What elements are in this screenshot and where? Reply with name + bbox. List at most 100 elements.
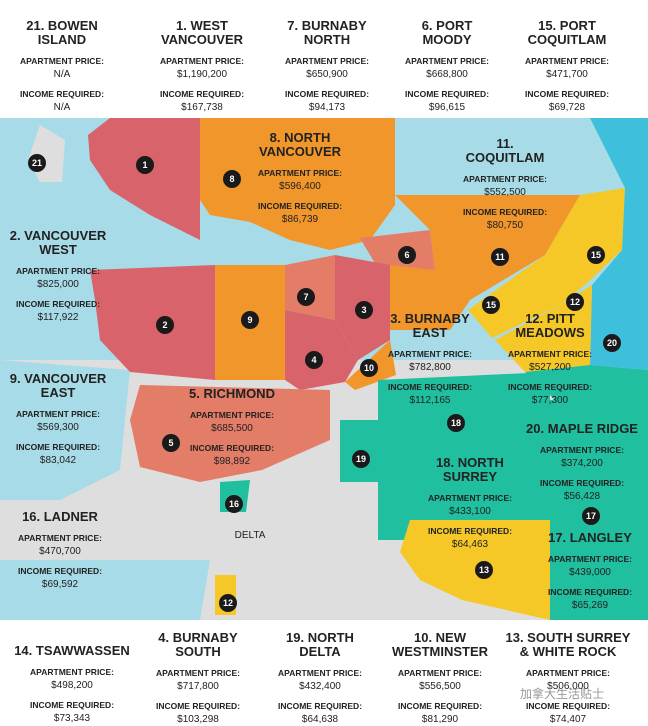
income-required: $74,407 [550,714,587,725]
marker-number: 2 [162,320,167,330]
region-title: EAST [413,325,448,340]
income-required: $77,300 [532,395,569,406]
apartment-price: $433,100 [449,506,491,517]
price-label: APARTMENT PRICE: [285,56,369,66]
marker-number: 20 [607,338,617,348]
income-required: $64,463 [452,539,489,550]
income-label: INCOME REQUIRED: [258,201,342,211]
apartment-price: $569,300 [37,422,79,433]
income-required: $80,750 [487,220,524,231]
marker [475,561,493,579]
marker [482,296,500,314]
income-label: INCOME REQUIRED: [30,700,114,710]
income-required: $69,728 [549,102,586,113]
marker [241,311,259,329]
income-label: INCOME REQUIRED: [405,89,489,99]
marker-number: 18 [451,418,461,428]
income-required: $81,290 [422,714,459,725]
marker-number: 16 [229,499,239,509]
vancouver-west [90,265,215,380]
apartment-price: $552,500 [484,187,526,198]
region-title: EAST [41,385,76,400]
income-label: INCOME REQUIRED: [20,89,104,99]
water [0,360,130,500]
income-label: INCOME REQUIRED: [278,701,362,711]
pitt-lake [590,118,648,370]
region-title: COQUITLAM [528,32,607,47]
price-label: APARTMENT PRICE: [258,168,342,178]
price-label: APARTMENT PRICE: [16,409,100,419]
region-title: 10. NEW [414,630,467,645]
marker-number: 4 [311,355,316,365]
income-required: $112,165 [410,395,451,406]
marker [136,156,154,174]
price-label: APARTMENT PRICE: [20,56,104,66]
marker [447,414,465,432]
income-label: INCOME REQUIRED: [16,442,100,452]
marker-number: 19 [356,454,366,464]
apartment-price: $556,500 [419,681,461,692]
price-label: APARTMENT PRICE: [428,493,512,503]
region-title: 5. RICHMOND [189,386,275,401]
price-label: APARTMENT PRICE: [526,668,610,678]
income-label: INCOME REQUIRED: [398,701,482,711]
price-label: APARTMENT PRICE: [156,668,240,678]
apartment-price: $470,700 [39,546,81,557]
apartment-price: $717,800 [177,681,219,692]
income-required: N/A [54,102,71,113]
income-required: $167,738 [181,102,223,113]
water [0,560,210,620]
marker-number: 21 [32,158,42,168]
income-label: INCOME REQUIRED: [548,587,632,597]
apartment-price: $439,000 [569,567,611,578]
marker-number: 3 [361,305,366,315]
watermark: 加拿大生活贴士 [520,686,604,701]
region-title: COQUITLAM [466,150,545,165]
price-label: APARTMENT PRICE: [548,554,632,564]
marker [305,351,323,369]
income-required: $98,892 [214,456,251,467]
marker [225,495,243,513]
region-title: 9. VANCOUVER [10,371,107,386]
north-vancouver [200,118,395,250]
income-required: $73,343 [54,713,91,724]
income-label: INCOME REQUIRED: [190,443,274,453]
marker [355,301,373,319]
marker-number: 7 [303,292,308,302]
income-required: $94,173 [309,102,346,113]
price-label: APARTMENT PRICE: [508,349,592,359]
north-surrey [378,372,550,540]
income-label: INCOME REQUIRED: [156,701,240,711]
region-title: VANCOUVER [259,144,342,159]
region-title: 13. SOUTH SURREY [506,630,631,645]
richmond [130,385,330,482]
income-required: $56,428 [564,491,601,502]
langley [550,400,612,620]
apartment-price: $498,200 [51,680,93,691]
burnaby-north [285,255,335,320]
region-title: 2. VANCOUVER [10,228,107,243]
marker-number: 11 [495,252,505,262]
income-label: INCOME REQUIRED: [463,207,547,217]
region-title: SURREY [443,469,498,484]
region-title: 4. BURNABY [158,630,238,645]
apartment-price: $432,400 [299,681,341,692]
burnaby-south [285,310,358,390]
income-label: INCOME REQUIRED: [388,382,472,392]
marker [582,507,600,525]
place-label: DELTA [235,530,266,541]
price-label: APARTMENT PRICE: [18,533,102,543]
marker [28,154,46,172]
apartment-price: $374,200 [561,458,603,469]
coquitlam [390,195,580,330]
apartment-price: $596,400 [279,181,321,192]
region-title: 16. LADNER [22,509,98,524]
region-title: NORTH [304,32,350,47]
marker [297,288,315,306]
income-label: INCOME REQUIRED: [525,89,609,99]
price-label: APARTMENT PRICE: [278,668,362,678]
income-label: INCOME REQUIRED: [508,382,592,392]
income-required: $83,042 [40,455,77,466]
port-moody [360,230,435,272]
